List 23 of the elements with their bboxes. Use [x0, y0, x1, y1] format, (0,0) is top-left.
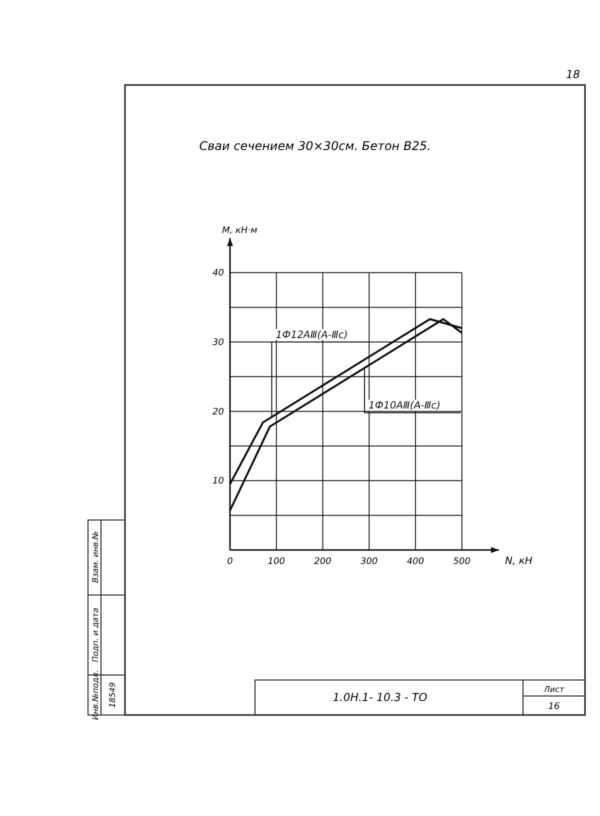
text: Взам. инв.№: [91, 531, 100, 583]
x-tick-label: 100: [268, 557, 286, 567]
x-tick-label: 200: [314, 557, 332, 567]
y-tick-label: 10: [212, 476, 224, 487]
x-tick-label: 0: [227, 557, 234, 567]
x-axis-title: N, кН: [505, 556, 533, 567]
text: 16: [548, 702, 560, 712]
y-tick-label: 20: [212, 407, 224, 418]
y-tick-label: 40: [212, 268, 224, 279]
text: 18: [566, 68, 580, 81]
y-axis-title: M, кН·м: [222, 226, 258, 236]
x-tick-label: 500: [453, 557, 471, 567]
x-tick-label: 300: [360, 557, 378, 567]
text: Инв.№подл.: [91, 670, 100, 720]
text: Подп. и дата: [91, 608, 100, 662]
text: 18549: [108, 682, 117, 708]
x-tick-label: 400: [406, 557, 424, 567]
y-tick-label: 30: [212, 338, 224, 348]
text: 1Ф10АⅢ(А-Ⅲс): [368, 400, 441, 412]
text: 1Ф12АⅢ(А-Ⅲс): [276, 330, 348, 341]
text: 1.0Н.1- 10.3 - ТО: [332, 691, 428, 704]
text: Лист: [542, 685, 564, 694]
chart-title: Сваи сечением 30×30см. Бетон В25.: [199, 139, 431, 153]
